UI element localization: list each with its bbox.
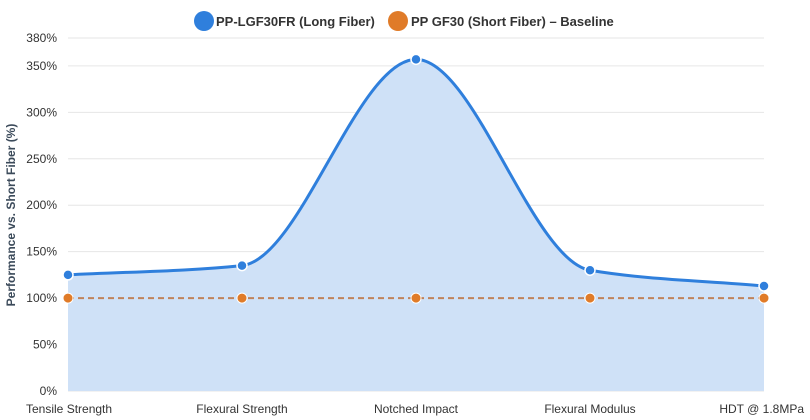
baseline-point[interactable]	[236, 292, 248, 304]
baseline-point[interactable]	[410, 292, 422, 304]
long-fiber-point[interactable]	[62, 269, 74, 281]
baseline-point[interactable]	[584, 292, 596, 304]
x-axis: Tensile Strength Flexural Strength Notched…	[26, 402, 804, 416]
legend-label: PP-LGF30FR (Long Fiber)	[216, 14, 375, 29]
x-tick-label: Flexural Strength	[196, 402, 287, 416]
legend-swatch	[194, 11, 214, 31]
series-layer	[62, 53, 770, 392]
y-axis-label: Performance vs. Short Fiber (%)	[4, 124, 18, 307]
baseline-point[interactable]	[758, 292, 770, 304]
legend-item[interactable]: PP GF30 (Short Fiber) – Baseline	[388, 11, 614, 31]
x-tick-label: Tensile Strength	[26, 402, 112, 416]
x-tick-label: Notched Impact	[374, 402, 459, 416]
long-fiber-area	[68, 59, 764, 392]
baseline-point[interactable]	[62, 292, 74, 304]
y-tick-label: 0%	[40, 384, 58, 398]
y-axis: 0% 50% 100% 150% 200% 250% 300% 350% 380%	[26, 31, 57, 398]
y-tick-label: 50%	[33, 338, 57, 352]
long-fiber-point[interactable]	[410, 53, 422, 66]
y-tick-label: 200%	[26, 198, 57, 212]
long-fiber-point[interactable]	[236, 259, 248, 272]
legend-swatch	[388, 11, 408, 31]
y-tick-label: 100%	[26, 291, 57, 305]
long-fiber-point[interactable]	[758, 280, 770, 292]
y-tick-label: 150%	[26, 245, 57, 259]
legend-label: PP GF30 (Short Fiber) – Baseline	[411, 14, 614, 29]
legend-item[interactable]: PP-LGF30FR (Long Fiber)	[194, 11, 375, 31]
x-tick-label: Flexural Modulus	[544, 402, 635, 416]
y-tick-label: 350%	[26, 59, 57, 73]
x-tick-label: HDT @ 1.8MPa	[719, 402, 804, 416]
y-tick-label: 250%	[26, 152, 57, 166]
long-fiber-point[interactable]	[584, 264, 596, 276]
y-tick-label: 380%	[26, 31, 57, 45]
y-tick-label: 300%	[26, 105, 57, 119]
legend[interactable]: PP-LGF30FR (Long Fiber) PP GF30 (Short Fi…	[194, 11, 614, 31]
